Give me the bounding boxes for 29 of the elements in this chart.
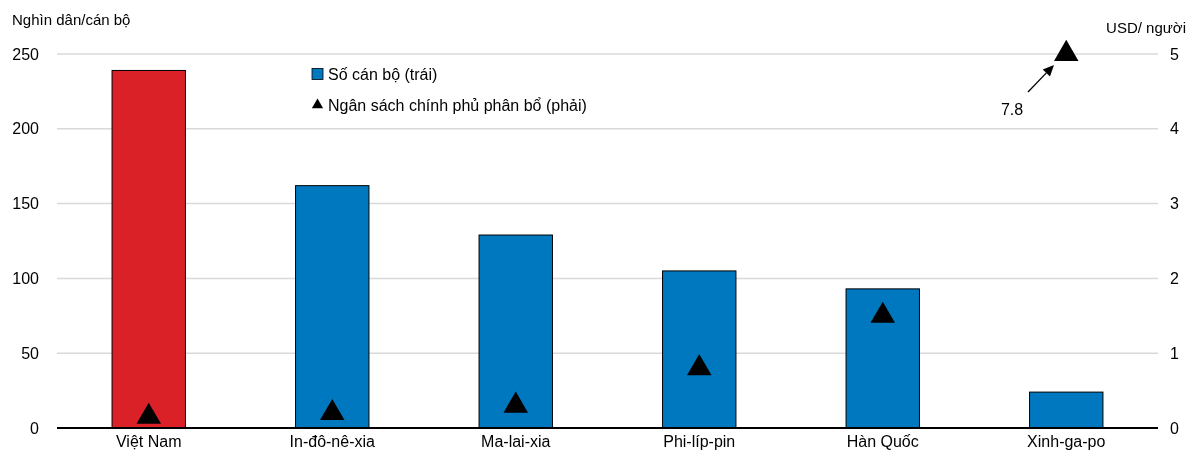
y2-tick-label: 4 bbox=[1170, 120, 1179, 138]
point bbox=[503, 391, 528, 413]
x-tick-label: Ma-lai-xia bbox=[481, 433, 551, 450]
y-tick-label: 0 bbox=[30, 419, 40, 437]
point bbox=[687, 354, 712, 376]
x-tick-label: Xinh-ga-po bbox=[1027, 433, 1106, 450]
y2-axis-title: USD/ người bbox=[1106, 19, 1186, 36]
y-tick-label: 150 bbox=[12, 195, 40, 213]
legend-label: Số cán bộ (trái) bbox=[328, 65, 438, 83]
y-tick-label: 250 bbox=[12, 45, 40, 63]
point bbox=[320, 398, 345, 421]
y2-tick-label: 3 bbox=[1170, 195, 1179, 213]
y2-tick-label: 1 bbox=[1170, 344, 1179, 362]
y-tick-label: 100 bbox=[12, 269, 40, 287]
y-axis-title: Nghìn dân/cán bộ bbox=[12, 11, 131, 28]
y2-tick-label: 0 bbox=[1170, 419, 1179, 437]
x-tick-label: In-đô-nê-xia bbox=[289, 433, 376, 450]
x-tick-label: Hàn Quốc bbox=[846, 433, 919, 450]
point bbox=[870, 301, 895, 323]
legend-label: Ngân sách chính phủ phân bổ (phải) bbox=[328, 96, 587, 114]
annotation: 7.8 bbox=[1000, 100, 1024, 118]
x-tick-label: Phi-líp-pin bbox=[663, 433, 736, 450]
y-tick-label: 200 bbox=[12, 120, 40, 138]
point bbox=[1054, 39, 1079, 62]
point bbox=[136, 402, 161, 424]
y2-tick-label: 5 bbox=[1170, 45, 1179, 63]
y2-tick-label: 2 bbox=[1170, 269, 1179, 287]
y-tick-label: 50 bbox=[21, 344, 40, 362]
x-tick-label: Việt Nam bbox=[115, 433, 182, 450]
